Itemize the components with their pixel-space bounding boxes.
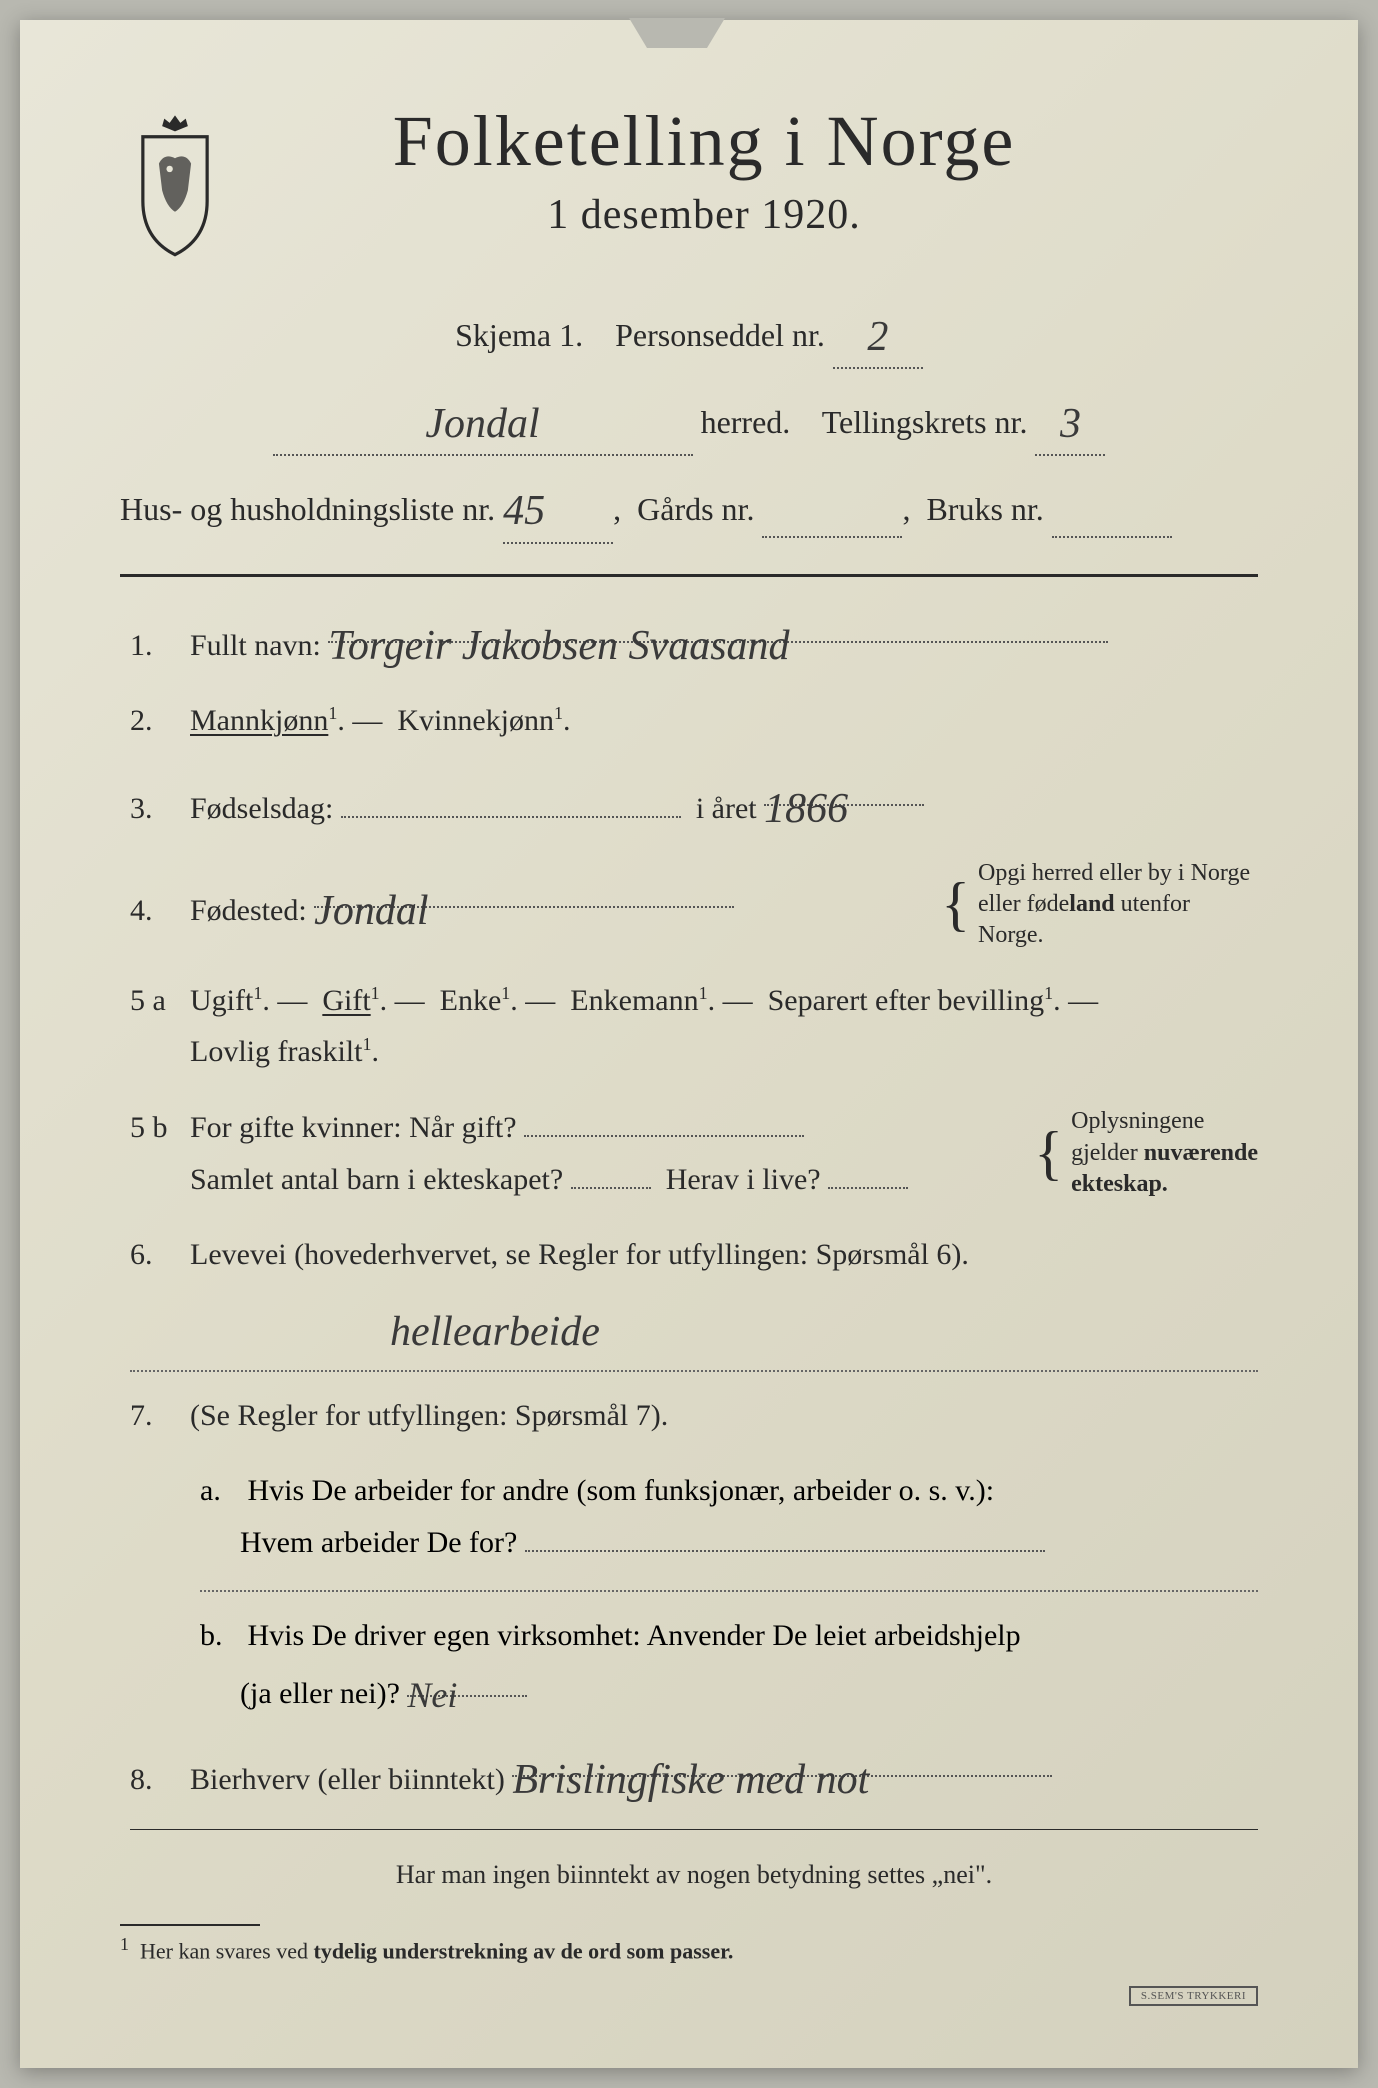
- main-title: Folketelling i Norge: [260, 100, 1148, 183]
- q4-note: { Opgi herred eller by i Norge eller fød…: [941, 858, 1258, 952]
- hushold-label: Hus- og husholdningsliste nr.: [120, 491, 495, 527]
- q7b-text2: (ja eller nei)?: [200, 1677, 400, 1710]
- q7b-text1: Hvis De driver egen virksomhet: Anvender…: [248, 1619, 1021, 1652]
- q3-year: 1866: [764, 774, 848, 845]
- subtitle-date: 1 desember 1920.: [260, 191, 1148, 239]
- q5b-note-1: Oplysningene: [1071, 1108, 1204, 1134]
- q4-num: 4.: [130, 885, 190, 936]
- q2-num: 2.: [130, 695, 190, 746]
- q7a-text2: Hvem arbeider De for?: [200, 1526, 517, 1559]
- nuvaerende-bold: nuværende: [1144, 1140, 1258, 1166]
- brace-icon-2: {: [1034, 1129, 1063, 1177]
- question-7b: b. Hvis De driver egen virksomhet: Anven…: [130, 1610, 1258, 1719]
- herred-label: herred.: [701, 404, 791, 440]
- question-5a: 5 a Ugift1. — Gift1. — Enke1. — Enkemann…: [130, 975, 1258, 1077]
- question-5b: 5 b For gifte kvinner: Når gift? Samlet …: [130, 1101, 1258, 1205]
- question-7a: a. Hvis De arbeider for andre (som funks…: [130, 1465, 1258, 1568]
- q7b-letter: b.: [200, 1610, 240, 1661]
- q1-value: Torgeir Jakobsen Svaasand: [328, 611, 789, 682]
- meta-line-3: Hus- og husholdningsliste nr. 45, Gårds …: [120, 474, 1258, 543]
- q6-value: hellearbeide: [390, 1308, 600, 1356]
- hushold-value: 45: [503, 478, 545, 545]
- land-bold: land: [1069, 891, 1114, 917]
- q8-label: Bierhverv (eller biinntekt): [190, 1763, 505, 1796]
- brace-icon: {: [941, 880, 970, 928]
- tellingskrets-value: 3: [1060, 391, 1081, 458]
- q4-note-1: Opgi herred eller by i Norge: [978, 860, 1250, 886]
- q7b-value: Nei: [407, 1665, 457, 1726]
- question-2: 2. Mannkjønn1. — Kvinnekjønn1.: [130, 695, 1258, 746]
- q5b-line2a: Samlet antal barn i ekteskapet?: [190, 1163, 563, 1196]
- dotted-rule-1: [130, 1370, 1258, 1372]
- q6-label: Levevei (hovederhvervet, se Regler for u…: [190, 1238, 969, 1271]
- q5b-num: 5 b: [130, 1102, 190, 1153]
- question-8: 8. Bierhverv (eller biinntekt) Brislingf…: [130, 1741, 1258, 1805]
- coat-of-arms-icon: [120, 110, 230, 260]
- q5b-note: { Oplysningene gjelder nuværende ekteska…: [1034, 1106, 1258, 1200]
- q4-value: Jondal: [314, 876, 428, 947]
- q5a-ugift: Ugift: [190, 984, 253, 1017]
- q5a-gift: Gift: [322, 984, 370, 1017]
- printer-stamp: S.SEM'S TRYKKERI: [1129, 1986, 1258, 2006]
- q5a-enke: Enke: [440, 984, 502, 1017]
- page-notch: [617, 18, 737, 48]
- q5a-separert: Separert efter bevilling: [768, 984, 1045, 1017]
- footer-note: Har man ingen biinntekt av nogen betydni…: [130, 1860, 1258, 1890]
- question-3: 3. Fødselsdag: i året 1866: [130, 770, 1258, 834]
- skjema-label: Skjema 1.: [455, 317, 583, 353]
- personseddel-label: Personseddel nr.: [615, 317, 825, 353]
- q3-label: Fødselsdag:: [190, 792, 333, 825]
- footnote-rule: [120, 1924, 260, 1926]
- q3-num: 3.: [130, 783, 190, 834]
- personseddel-value: 2: [867, 304, 888, 371]
- q2-mann-sup: 1: [328, 703, 337, 723]
- divider-bottom: [130, 1829, 1258, 1830]
- q5b-line2b: Herav i live?: [666, 1163, 821, 1196]
- title-block: Folketelling i Norge 1 desember 1920.: [260, 100, 1258, 239]
- question-1: 1. Fullt navn: Torgeir Jakobsen Svaasand: [130, 607, 1258, 671]
- question-7: 7. (Se Regler for utfyllingen: Spørsmål …: [130, 1390, 1258, 1441]
- q8-value: Brislingfiske med not: [512, 1745, 869, 1816]
- dotted-rule-2: [200, 1590, 1258, 1592]
- herred-value: Jondal: [425, 391, 539, 458]
- questions-block: 1. Fullt navn: Torgeir Jakobsen Svaasand…: [120, 607, 1258, 1891]
- form-metadata: Skjema 1. Personseddel nr. 2 Jondal herr…: [120, 300, 1258, 544]
- tellingskrets-label: Tellingskrets nr.: [822, 404, 1028, 440]
- question-6: 6. Levevei (hovederhvervet, se Regler fo…: [130, 1229, 1258, 1280]
- q5a-num: 5 a: [130, 975, 190, 1026]
- q2-dash: . —: [337, 704, 382, 737]
- q7a-text1: Hvis De arbeider for andre (som funksjon…: [248, 1474, 995, 1507]
- q5b-line1: For gifte kvinner: Når gift?: [190, 1111, 517, 1144]
- q8-num: 8.: [130, 1754, 190, 1805]
- meta-line-1: Skjema 1. Personseddel nr. 2: [120, 300, 1258, 369]
- q2-mann: Mannkjønn: [190, 704, 328, 737]
- q1-num: 1.: [130, 620, 190, 671]
- q5a-lovlig: Lovlig fraskilt: [190, 1035, 362, 1068]
- footnote-text: Her kan svares ved tydelig understreknin…: [140, 1938, 733, 1963]
- q5a-enkemann: Enkemann: [570, 984, 698, 1017]
- question-4: 4. Fødested: Jondal { Opgi herred eller …: [130, 858, 1258, 952]
- divider-top: [120, 574, 1258, 577]
- q2-kvinne-sup: 1: [554, 703, 563, 723]
- q7-num: 7.: [130, 1390, 190, 1441]
- q1-label: Fullt navn:: [190, 629, 321, 662]
- meta-line-2: Jondal herred. Tellingskrets nr. 3: [120, 387, 1258, 456]
- bruks-label: Bruks nr.: [926, 491, 1043, 527]
- q6-answer-line: hellearbeide: [130, 1304, 1258, 1352]
- q6-num: 6.: [130, 1229, 190, 1280]
- census-form-page: Folketelling i Norge 1 desember 1920. Sk…: [20, 20, 1358, 2068]
- gards-label: Gårds nr.: [637, 491, 754, 527]
- footnote-num: 1: [120, 1934, 129, 1954]
- q2-end: .: [563, 704, 571, 737]
- q3-mid: i året: [696, 792, 757, 825]
- footnote-block: 1 Her kan svares ved tydelig understrekn…: [120, 1918, 1258, 1964]
- q7a-letter: a.: [200, 1465, 240, 1516]
- q7-label: (Se Regler for utfyllingen: Spørsmål 7).: [190, 1399, 668, 1432]
- header: Folketelling i Norge 1 desember 1920.: [120, 100, 1258, 260]
- ekteskap-bold: ekteskap.: [1071, 1171, 1168, 1197]
- q2-kvinne: Kvinnekjønn: [397, 704, 554, 737]
- q4-label: Fødested:: [190, 894, 307, 927]
